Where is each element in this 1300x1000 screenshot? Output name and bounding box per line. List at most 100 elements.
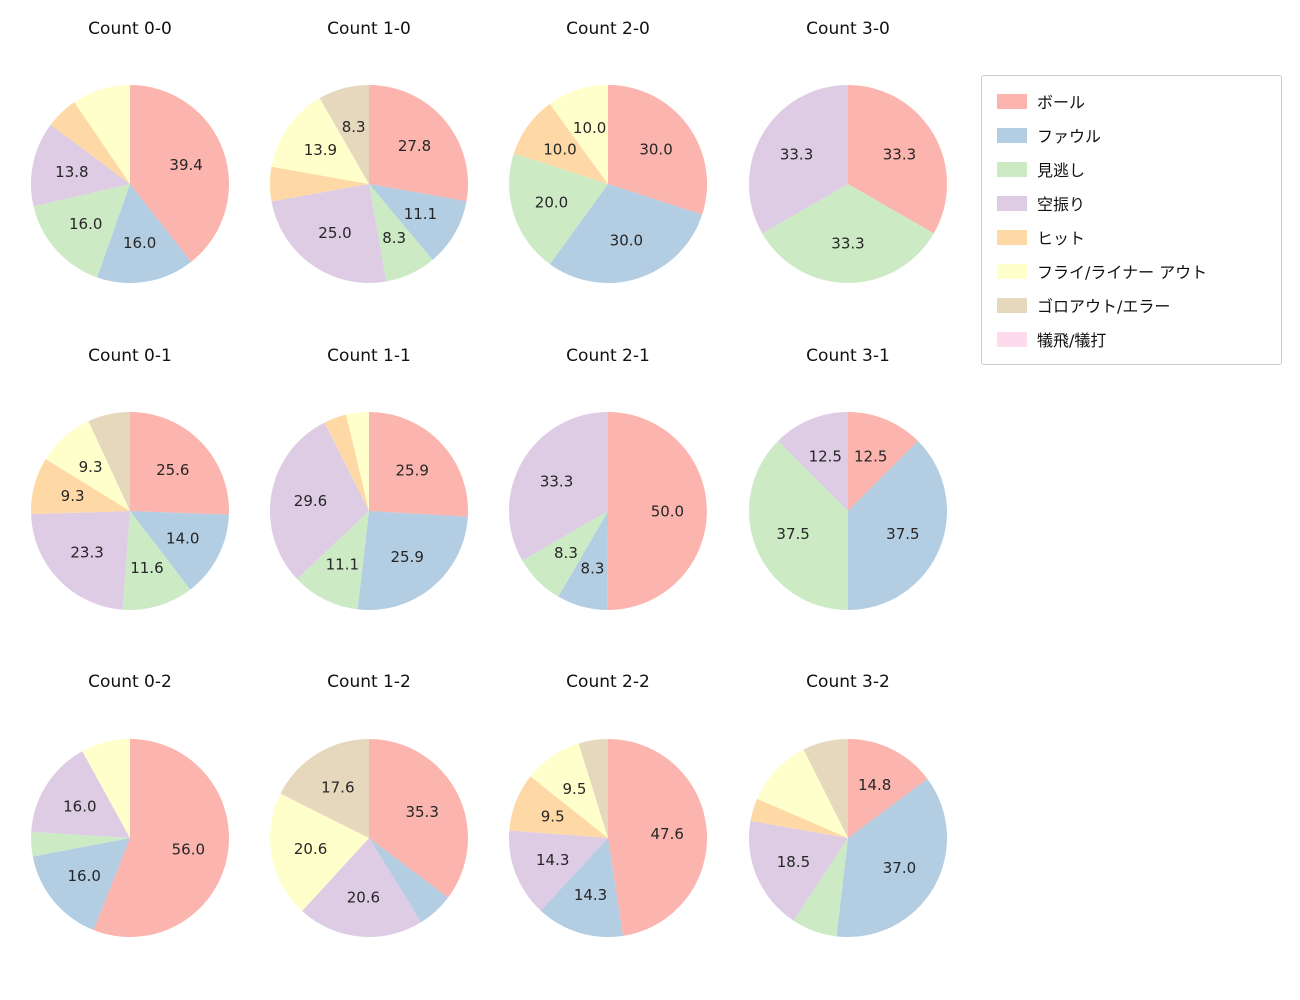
pie-chart: 12.5 37.5 37.5 12.5 xyxy=(749,412,947,610)
pie-slice xyxy=(578,739,608,838)
slice-label: 33.3 xyxy=(780,146,813,164)
slice-label: 35.3 xyxy=(405,803,438,821)
slice-label: 20.0 xyxy=(535,194,568,212)
chart-title: Count 1-1 xyxy=(327,346,411,366)
pie-slice xyxy=(369,739,468,898)
slice-label: 25.6 xyxy=(156,461,189,479)
pie-slice xyxy=(848,85,948,234)
legend-item: フライ/ライナー アウト xyxy=(997,259,1266,283)
slice-label: 29.6 xyxy=(294,492,327,510)
pie-slice xyxy=(540,838,623,938)
pie-slice xyxy=(369,184,433,282)
pie-slice xyxy=(762,184,934,284)
slice-label: 16.0 xyxy=(63,797,96,815)
pie-slice xyxy=(33,184,130,278)
legend-label: 見逃し xyxy=(1037,161,1086,180)
pie-chart: 14.8 37.0 18.5 xyxy=(748,739,948,937)
pie-slice xyxy=(324,414,369,511)
pie-slice xyxy=(45,421,130,511)
chart-title: Count 3-1 xyxy=(806,346,890,366)
pie-slice xyxy=(82,739,130,838)
slice-label: 30.0 xyxy=(610,232,643,250)
pie-slice xyxy=(130,85,229,262)
slice-label: 17.6 xyxy=(321,779,354,797)
legend-color-swatch xyxy=(997,229,1027,245)
pie-chart: 30.0 30.0 20.0 10.0 10.0 xyxy=(509,85,707,283)
slice-label: 8.3 xyxy=(342,118,366,136)
pie-slice xyxy=(88,412,130,511)
slice-label: 47.6 xyxy=(651,825,684,843)
pie-slice xyxy=(848,412,918,511)
legend-label: ヒット xyxy=(1037,229,1086,248)
pie-slice xyxy=(269,422,369,579)
chart-title: Count 0-0 xyxy=(88,19,172,39)
pie-slice xyxy=(270,166,369,202)
chart-title: Count 3-0 xyxy=(806,19,890,39)
legend-item: ファウル xyxy=(997,123,1266,147)
slice-label: 11.1 xyxy=(404,205,437,223)
slice-label: 11.1 xyxy=(326,555,359,573)
chart-title: Count 3-2 xyxy=(806,672,890,692)
legend-label: フライ/ライナー アウト xyxy=(1037,263,1208,282)
pie-slice xyxy=(271,184,387,283)
slice-label: 20.6 xyxy=(294,840,327,858)
pie-slice xyxy=(549,184,703,283)
pie-chart: 25.6 14.011.6 23.3 9.3 9.3 xyxy=(31,412,230,611)
pie-slice xyxy=(793,838,848,937)
slice-label: 33.3 xyxy=(540,473,573,491)
slice-label: 9.5 xyxy=(563,780,587,798)
slice-label: 56.0 xyxy=(172,840,205,858)
chart-title: Count 2-2 xyxy=(566,672,650,692)
pie-chart: 56.0 16.0 16.0 xyxy=(31,739,229,937)
slice-label: 13.8 xyxy=(55,163,88,181)
pie-slice xyxy=(93,739,229,937)
pie-slice xyxy=(302,838,421,937)
chart-title: Count 0-1 xyxy=(88,346,172,366)
pie-slice xyxy=(31,459,131,515)
pie-slice xyxy=(549,85,608,184)
pie-slice xyxy=(130,511,229,590)
legend-label: ゴロアウト/エラー xyxy=(1037,297,1171,316)
pie-slice xyxy=(369,184,467,260)
slice-label: 30.0 xyxy=(639,140,672,158)
legend-item: ボール xyxy=(997,89,1266,113)
pie-slice xyxy=(522,511,608,597)
legend-item: 見逃し xyxy=(997,157,1266,181)
slice-label: 37.5 xyxy=(886,525,919,543)
pie-slice xyxy=(369,85,468,202)
pie-chart: 25.9 25.9 11.1 29.6 xyxy=(269,412,468,610)
chart-title: Count 1-2 xyxy=(327,672,411,692)
slice-label: 14.8 xyxy=(858,776,891,794)
pie-slice xyxy=(270,793,369,912)
pie-slice xyxy=(32,838,130,931)
pie-slice xyxy=(750,798,848,838)
pie-slice xyxy=(31,831,131,857)
pie-slice xyxy=(369,838,448,923)
legend-color-swatch xyxy=(997,297,1027,313)
pie-slice xyxy=(30,124,131,207)
legend-label: ボール xyxy=(1037,93,1086,112)
pie-slice xyxy=(803,739,848,838)
slice-label: 25.9 xyxy=(390,548,423,566)
slice-label: 11.6 xyxy=(130,559,163,577)
legend-label: ファウル xyxy=(1037,127,1102,146)
pie-chart: 50.0 8.38.3 33.3 xyxy=(508,412,707,611)
slice-label: 12.5 xyxy=(809,447,842,465)
pie-chart: 47.6 14.3 14.3 9.5 9.5 xyxy=(508,739,708,938)
pie-slice xyxy=(836,778,948,937)
pie-slice xyxy=(509,776,608,838)
pie-slice xyxy=(757,749,848,838)
slice-label: 50.0 xyxy=(651,502,684,520)
slice-label: 12.5 xyxy=(854,447,887,465)
pie-slice xyxy=(74,85,130,184)
pie-slice xyxy=(369,412,468,517)
legend-color-swatch xyxy=(997,161,1027,177)
slice-label: 37.0 xyxy=(883,859,916,877)
slice-label: 16.0 xyxy=(123,234,156,252)
slice-label: 33.3 xyxy=(831,235,864,253)
pie-slice xyxy=(346,412,369,511)
slice-label: 14.3 xyxy=(574,886,607,904)
slice-label: 8.3 xyxy=(581,560,605,578)
legend-label: 犠飛/犠打 xyxy=(1037,331,1107,350)
pie-slice xyxy=(271,98,369,184)
